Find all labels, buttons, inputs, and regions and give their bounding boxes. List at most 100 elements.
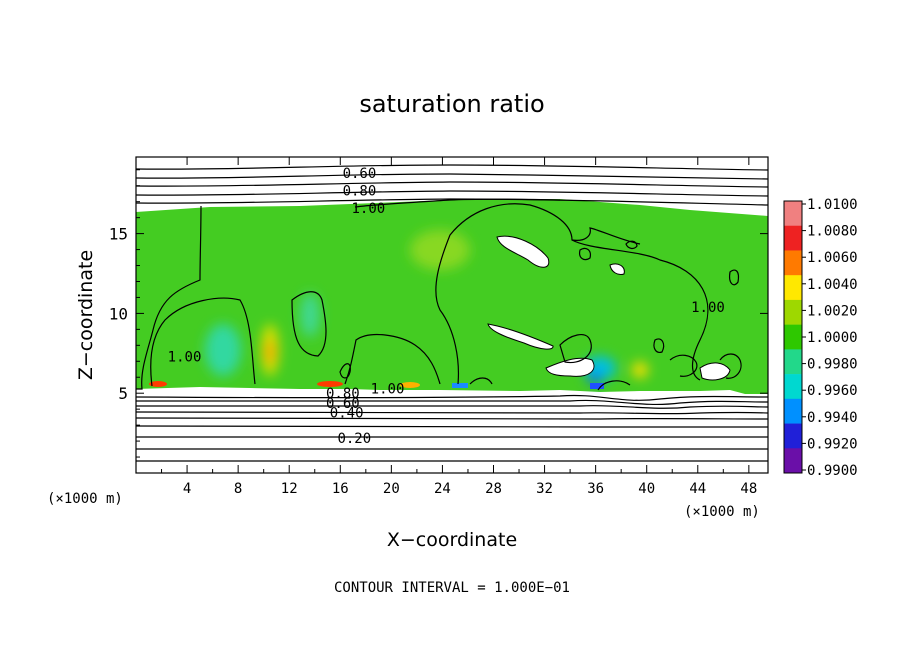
contour-line	[136, 173, 768, 180]
contour-label: 1.00	[691, 300, 725, 316]
x-tick-label: 32	[536, 481, 553, 497]
colorbar-swatch	[784, 225, 802, 251]
contour-line	[625, 240, 638, 250]
contour-line	[136, 205, 202, 390]
base-orange	[400, 382, 420, 388]
x-tick-label: 8	[234, 481, 242, 497]
contour-line	[571, 227, 641, 245]
contour-line	[136, 425, 768, 428]
x-tick-label: 4	[183, 481, 191, 497]
colorbar-swatch	[784, 250, 802, 276]
contour-line	[136, 181, 768, 188]
x-tick-label: 48	[740, 481, 757, 497]
anomaly-cyan	[205, 324, 241, 376]
x-tick-label: 40	[638, 481, 655, 497]
contour-line	[136, 411, 768, 415]
field-base-strip	[149, 381, 604, 389]
contour-line	[150, 297, 256, 387]
contour-label: 0.20	[337, 431, 371, 447]
field-fill	[136, 199, 768, 394]
contour-label: 0.80	[326, 386, 360, 402]
lower-contours	[136, 394, 768, 462]
contour-label: 0.40	[330, 405, 364, 421]
contour-line	[136, 190, 768, 197]
x-tick-label: 36	[587, 481, 604, 497]
colorbar-tick-label: 0.9900	[807, 463, 858, 479]
colorbar-tick-label: 1.0040	[807, 277, 858, 293]
contour-line	[344, 334, 441, 385]
x-tick-label: 12	[281, 481, 298, 497]
colorbar-swatch	[784, 275, 802, 301]
y-axis: 5 10 15	[109, 169, 768, 458]
x-tick-label: 20	[383, 481, 400, 497]
contour-label: 0.60	[343, 166, 377, 182]
anomaly-yellow	[410, 230, 470, 270]
contour-line	[669, 354, 698, 377]
colorbar-swatch	[784, 324, 802, 350]
colorbar-swatch	[784, 201, 802, 227]
colorbar-tick-label: 0.9920	[807, 436, 858, 452]
contour-line	[559, 333, 592, 364]
contour-line	[339, 363, 351, 379]
base-red	[317, 381, 343, 387]
x-axis-title: X−coordinate	[387, 529, 517, 551]
contour-line	[354, 198, 561, 208]
clear-patch	[496, 235, 550, 268]
x-axis: 4 8 12 16 20 24 28 32 36 40 44 48	[161, 157, 757, 497]
contour-line	[136, 417, 768, 420]
colorbar-tick-label: 0.9960	[807, 383, 858, 399]
y-tick-label: 15	[109, 225, 128, 244]
colorbar-swatch	[784, 423, 802, 449]
contour-label: 1.00	[371, 381, 405, 397]
contour-line	[597, 380, 631, 391]
base-red	[149, 381, 167, 387]
heatmap-field	[136, 199, 768, 394]
contour-label: 0.80	[343, 184, 377, 200]
contour-line	[719, 353, 742, 379]
colorbar-tick-label: 1.0020	[807, 303, 858, 319]
y-tick-label: 5	[118, 384, 128, 403]
contour-label: 1.00	[352, 201, 386, 217]
colorbar-tick-label: 0.9940	[807, 410, 858, 426]
x-unit-label-left: (×1000 m)	[47, 491, 123, 507]
colorbar-swatch	[784, 349, 802, 375]
plot-frame	[135, 156, 769, 474]
anomaly-yellow	[632, 362, 648, 378]
colorbar-tick-label: 1.0080	[807, 224, 858, 240]
colorbar-tick-label: 0.9980	[807, 357, 858, 373]
clear-patch	[545, 357, 595, 377]
x-tick-label: 24	[434, 481, 451, 497]
colorbar-swatch	[784, 374, 802, 400]
anomaly-cyan	[300, 293, 320, 337]
y-tick-label: 10	[109, 304, 128, 323]
colorbar-swatch	[784, 448, 802, 474]
colorbar-tick-label: 1.0000	[807, 330, 858, 346]
contour-line	[136, 399, 768, 406]
clear-patches	[487, 235, 731, 381]
contour-line	[136, 198, 768, 206]
contour-line	[653, 338, 665, 353]
x-tick-label: 28	[485, 481, 502, 497]
upper-contours	[136, 164, 768, 206]
y-axis-title: Z−coordinate	[75, 250, 97, 380]
contour-interval-note: CONTOUR INTERVAL = 1.000E−01	[334, 580, 570, 596]
contour-label: 0.60	[326, 396, 360, 412]
x-unit-label-right: (×1000 m)	[684, 504, 760, 520]
chart-title: saturation ratio	[359, 90, 544, 118]
base-blue	[452, 383, 468, 388]
base-blue	[590, 383, 604, 389]
contour-line	[579, 247, 591, 261]
x-tick-label: 16	[332, 481, 349, 497]
colorbar: 1.0100 1.0080 1.0060 1.0040 1.0020 1.0000 0.99…	[783, 197, 858, 479]
contour-line	[729, 269, 740, 286]
contour-line	[136, 394, 768, 401]
x-tick-label: 44	[689, 481, 706, 497]
colorbar-swatch	[784, 299, 802, 325]
clear-patch	[609, 263, 625, 275]
field-anomalies	[205, 230, 648, 383]
anomaly-blue	[587, 373, 603, 383]
clear-patch	[487, 323, 554, 350]
contour-line	[136, 405, 768, 409]
colorbar-swatch	[784, 398, 802, 424]
